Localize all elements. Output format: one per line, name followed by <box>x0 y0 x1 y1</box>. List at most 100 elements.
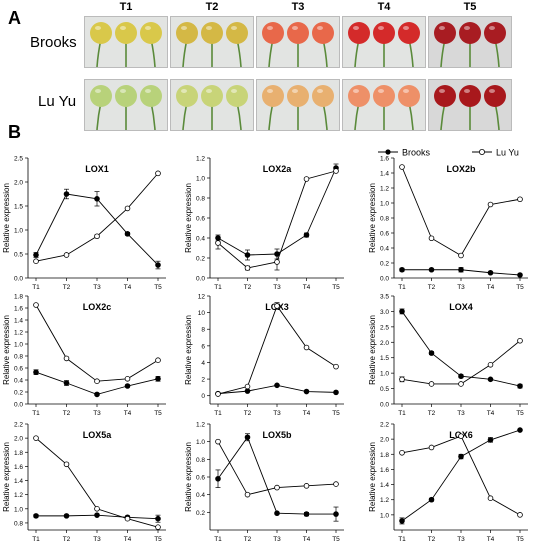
x-tick-label: T2 <box>63 410 71 417</box>
data-point-luyu <box>303 483 310 489</box>
y-axis-label: Relative expression <box>2 315 11 385</box>
y-tick-label: 1.0 <box>380 512 389 519</box>
y-tick-label: 1.6 <box>380 156 389 163</box>
x-tick-label: T2 <box>244 536 252 543</box>
y-tick-label: 1.8 <box>14 450 23 457</box>
y-axis-label: Relative expression <box>184 183 193 253</box>
y-tick-label: 4 <box>201 360 205 367</box>
cherry-photo-luyu-t3 <box>256 79 340 131</box>
y-tick-label: 2.5 <box>380 324 389 331</box>
x-tick-label: T3 <box>273 536 281 543</box>
y-tick-label: 1.8 <box>14 294 23 301</box>
y-tick-label: 1.2 <box>196 156 205 163</box>
chart-title: LOX2b <box>446 164 476 174</box>
x-tick-label: T2 <box>244 284 252 291</box>
data-point-brooks <box>517 383 523 389</box>
y-tick-label: 2 <box>201 377 205 384</box>
y-tick-label: 1.6 <box>14 464 23 471</box>
x-tick-label: T4 <box>487 410 495 417</box>
data-point-luyu <box>458 433 464 439</box>
data-point-luyu <box>517 512 523 518</box>
x-tick-label: T4 <box>124 284 132 291</box>
y-tick-label: 0.2 <box>196 510 205 517</box>
legend-label-brooks: Brooks <box>402 148 431 158</box>
data-point-brooks <box>487 437 494 443</box>
y-axis-label: Relative expression <box>184 442 193 512</box>
data-point-luyu <box>399 164 405 170</box>
y-tick-label: 0.5 <box>380 386 389 393</box>
data-point-luyu <box>155 170 161 177</box>
y-tick-label: 2.0 <box>380 437 389 444</box>
data-point-brooks <box>244 252 251 258</box>
chart-lox4: LOX4 Relative expression 0.0 0.5 1.0 1.5 2.0 2.… <box>368 294 528 417</box>
x-tick-label: T1 <box>214 284 222 291</box>
y-tick-label: 0.0 <box>14 402 23 409</box>
data-point-luyu <box>517 337 523 344</box>
data-point-luyu <box>63 355 70 362</box>
y-tick-label: 2.0 <box>14 180 23 187</box>
x-tick-label: T1 <box>214 536 222 543</box>
data-point-luyu <box>399 376 405 383</box>
y-tick-label: 1.4 <box>380 171 389 178</box>
x-tick-label: T1 <box>398 410 406 417</box>
data-point-brooks <box>155 515 161 522</box>
series-line-brooks <box>401 429 521 522</box>
data-point-luyu <box>333 363 339 370</box>
data-point-brooks <box>63 513 70 519</box>
y-tick-label: 1.4 <box>14 318 23 325</box>
y-tick-label: 0 <box>201 393 205 400</box>
y-tick-label: 0.6 <box>380 231 389 238</box>
y-tick-label: 10 <box>198 310 206 317</box>
x-tick-label: T3 <box>457 536 465 543</box>
data-point-brooks <box>399 518 405 524</box>
chart-lox2a: LOX2a Relative expression 0.0 0.2 0.4 0.6 0.8 1… <box>184 156 344 291</box>
data-point-brooks <box>303 232 310 238</box>
data-point-luyu <box>428 235 435 242</box>
x-tick-label: T2 <box>428 410 436 417</box>
x-tick-label: T2 <box>63 536 71 543</box>
data-point-brooks <box>333 511 339 517</box>
photo-panel: A Brooks Lu Yu T1 T2 T3 T4 T5 <box>0 0 550 132</box>
data-point-luyu <box>244 265 251 271</box>
data-point-brooks <box>244 388 251 394</box>
x-tick-label: T3 <box>457 410 465 417</box>
legend-label-luyu: Lu Yu <box>496 148 519 158</box>
y-tick-label: 0.5 <box>14 252 23 259</box>
data-point-brooks <box>155 262 161 268</box>
data-point-brooks <box>428 496 435 503</box>
data-point-brooks <box>487 376 494 383</box>
series-line-luyu <box>401 435 521 516</box>
y-tick-label: 1.2 <box>380 497 389 504</box>
data-point-luyu <box>124 375 131 382</box>
y-tick-label: 0.6 <box>196 216 205 223</box>
data-point-brooks <box>63 380 70 386</box>
y-tick-label: 1.0 <box>14 506 23 513</box>
chart-lox6: LOX6Relative expression1.01.21.41.61.82.… <box>368 422 528 543</box>
y-tick-label: 0.2 <box>380 261 389 268</box>
y-tick-label: 0.2 <box>14 390 23 397</box>
x-tick-label: T2 <box>428 536 436 543</box>
data-point-luyu <box>333 168 339 174</box>
data-point-luyu <box>458 252 464 259</box>
data-point-brooks <box>274 510 280 517</box>
data-point-brooks <box>94 512 100 518</box>
y-axis-label: Relative expression <box>368 442 377 512</box>
y-tick-label: 1.0 <box>196 176 205 183</box>
data-point-luyu <box>215 391 221 397</box>
y-tick-label: 0.4 <box>380 246 389 253</box>
y-tick-label: 0.0 <box>380 276 389 283</box>
chart-title: LOX5b <box>262 430 292 440</box>
y-axis-label: Relative expression <box>184 315 193 385</box>
y-tick-label: 1.6 <box>380 467 389 474</box>
data-point-luyu <box>215 438 221 445</box>
x-tick-label: T1 <box>32 410 40 417</box>
x-tick-label: T3 <box>273 284 281 291</box>
y-tick-label: 1.2 <box>14 492 23 499</box>
y-tick-label: 1.4 <box>14 478 23 485</box>
chart-title: LOX2c <box>83 302 112 312</box>
y-axis-label: Relative expression <box>2 183 11 253</box>
x-tick-label: T1 <box>32 536 40 543</box>
y-axis-label: Relative expression <box>368 183 377 253</box>
